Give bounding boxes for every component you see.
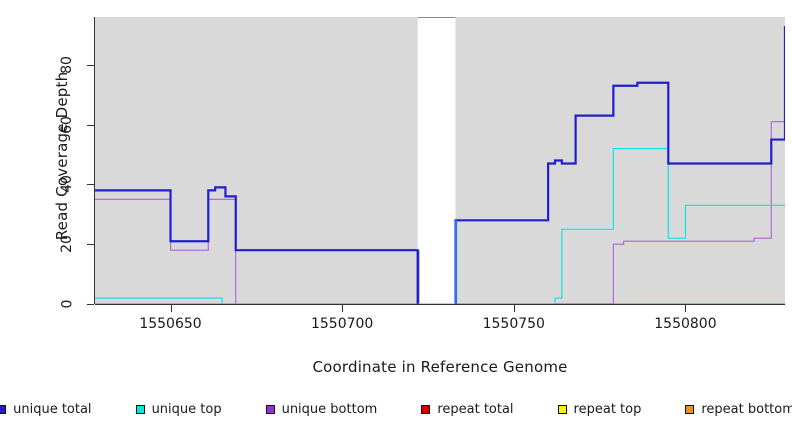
legend-swatch-icon	[557, 404, 567, 414]
y-tick-mark	[87, 124, 94, 126]
legend-label: unique bottom	[281, 401, 378, 417]
x-tick-mark	[170, 305, 172, 312]
legend-swatch-icon	[135, 404, 145, 414]
legend-label: repeat total	[437, 401, 514, 417]
x-axis-line	[95, 304, 785, 305]
legend-swatch-icon	[685, 404, 695, 414]
legend-item-repeat-top: repeat top	[557, 401, 642, 417]
legend-label: unique total	[13, 401, 92, 417]
y-tick-label: 0	[58, 299, 75, 309]
x-axis-title: Coordinate in Reference Genome	[312, 358, 568, 376]
y-tick-label: 40	[58, 175, 75, 194]
chart-legend: unique total unique top unique bottom repea…	[0, 398, 792, 420]
legend-label: repeat bottom	[701, 401, 792, 417]
series-line-unique-bottom	[95, 121, 785, 304]
legend-label: unique top	[151, 401, 222, 417]
legend-label: repeat top	[573, 401, 642, 417]
legend-item-repeat-total: repeat total	[421, 401, 514, 417]
x-tick-mark	[513, 305, 515, 312]
x-tick-label: 1550700	[310, 316, 374, 332]
legend-swatch-icon	[421, 404, 431, 414]
chart-svg	[95, 17, 785, 304]
y-tick-label: 60	[58, 115, 75, 134]
legend-swatch-icon	[0, 404, 7, 414]
plot-panel-left	[95, 17, 418, 304]
y-tick-mark	[87, 64, 94, 66]
legend-item-unique-top: unique top	[135, 401, 222, 417]
plot-panel-right	[455, 17, 785, 304]
legend-item-unique-total: unique total	[0, 402, 92, 417]
y-axis-line	[94, 17, 95, 304]
y-tick-mark	[87, 304, 94, 305]
series-line-unique-total	[95, 25, 785, 304]
x-tick-label: 1550650	[139, 316, 202, 332]
x-tick-mark	[685, 305, 687, 312]
y-tick-label: 20	[58, 235, 75, 254]
legend-swatch-icon	[265, 404, 275, 414]
series-line-unique-top	[95, 147, 785, 304]
y-tick-mark	[87, 184, 94, 186]
y-axis-title: Read Coverage Depth	[53, 71, 71, 241]
plot-area	[95, 17, 785, 304]
y-tick-mark	[87, 244, 94, 246]
y-tick-label: 80	[58, 55, 75, 74]
x-tick-label: 1550800	[654, 316, 717, 332]
no-data-gap	[418, 18, 455, 304]
x-tick-mark	[342, 305, 344, 312]
legend-item-repeat-bottom: repeat bottom	[685, 402, 792, 417]
legend-item-unique-bottom: unique bottom	[265, 401, 378, 417]
x-tick-label: 1550750	[482, 316, 545, 332]
